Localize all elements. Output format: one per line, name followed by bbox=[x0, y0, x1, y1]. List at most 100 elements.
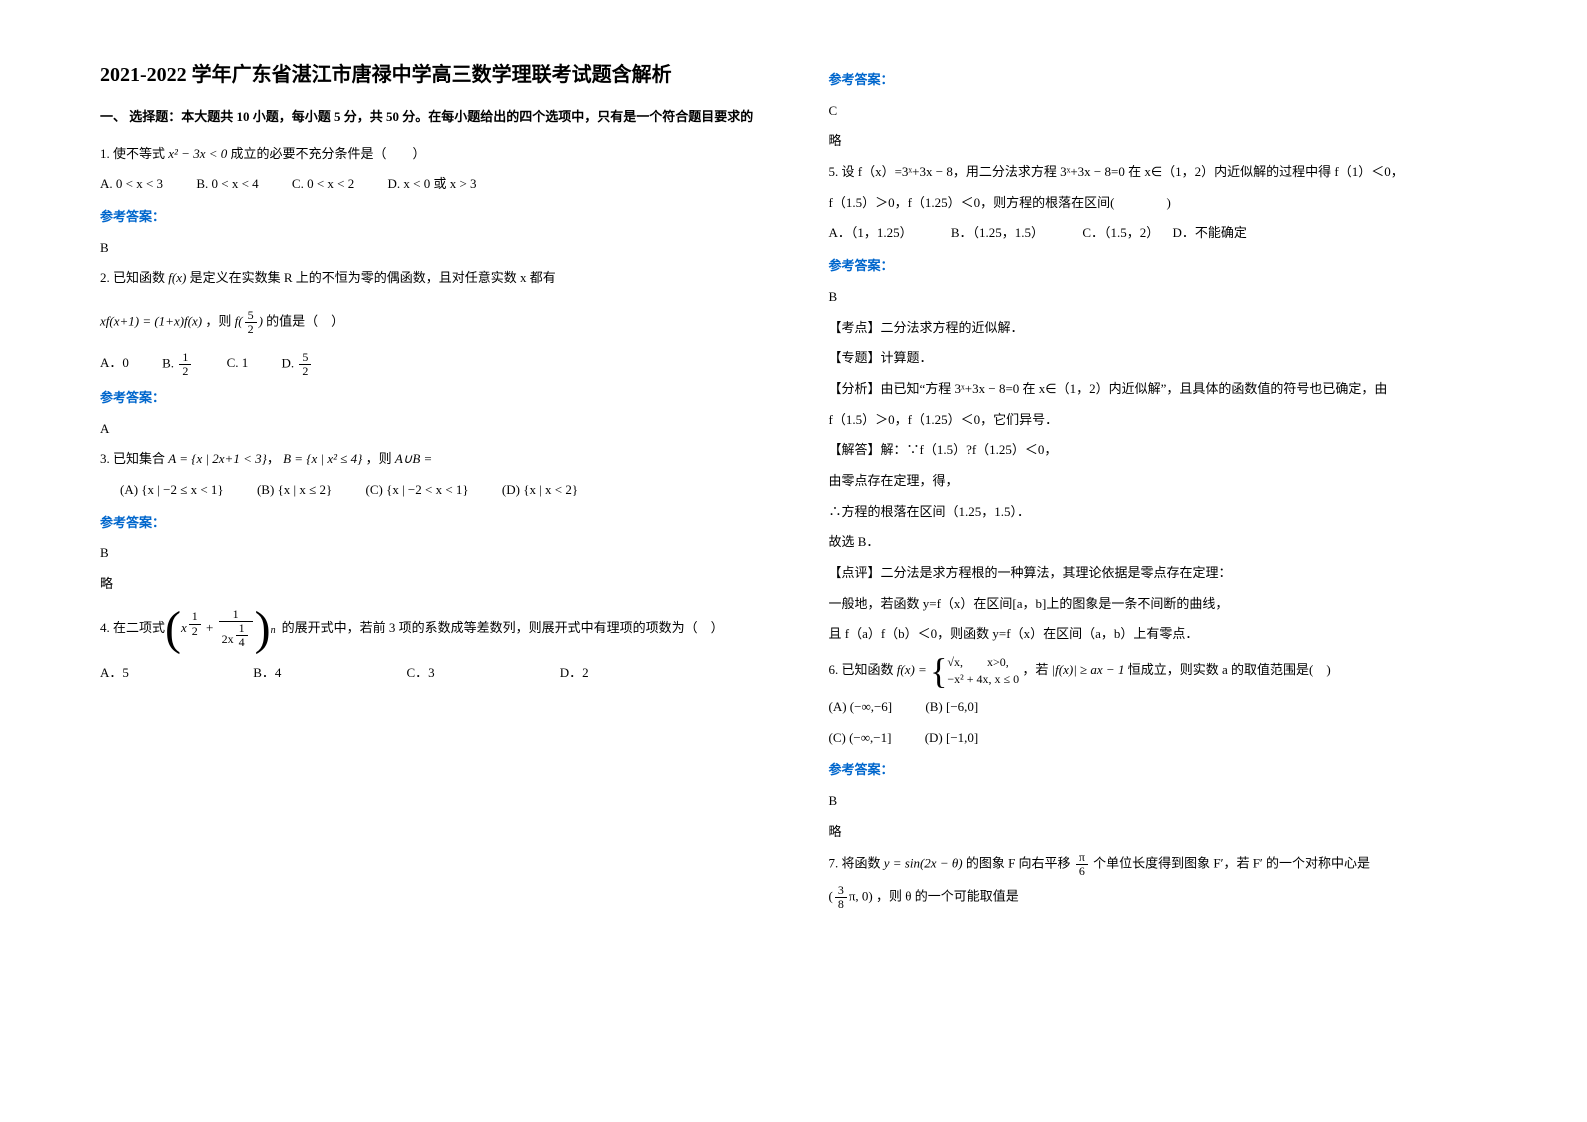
question-6: 6. 已知函数 f(x) = { √x, x>0, −x² + 4x, x ≤ … bbox=[829, 653, 1498, 689]
q3-optB: (B) {x | x ≤ 2} bbox=[257, 478, 332, 503]
q5-exp2: 【专题】计算题． bbox=[829, 346, 1498, 371]
section-1-heading: 一、 选择题：本大题共 10 小题，每小题 5 分，共 50 分。在每小题给出的… bbox=[100, 105, 769, 130]
q6-optA: (A) (−∞,−6] bbox=[829, 695, 893, 720]
q3-A: A = {x | 2x+1 < 3} bbox=[168, 451, 267, 466]
q3-union: A∪B = bbox=[395, 451, 432, 466]
q2-tail: 的值是（ ） bbox=[266, 314, 344, 329]
q4-optD: D．2 bbox=[560, 661, 710, 686]
q3-options: (A) {x | −2 ≤ x < 1} (B) {x | x ≤ 2} (C)… bbox=[100, 478, 769, 503]
q5-exp8: 【点评】二分法是求方程根的一种算法，其理论依据是零点存在定理： bbox=[829, 561, 1498, 586]
q7-stem-pre: 7. 将函数 bbox=[829, 855, 884, 870]
q5-line1: 5. 设 f（x）=3ˣ+3x − 8，用二分法求方程 3ˣ+3x − 8=0 … bbox=[829, 160, 1498, 185]
q5-optA: A．（1，1.25） bbox=[829, 221, 913, 246]
document-title: 2021-2022 学年广东省湛江市唐禄中学高三数学理联考试题含解析 bbox=[100, 60, 769, 90]
q4-brief: 略 bbox=[829, 129, 1498, 154]
q5-answer: B bbox=[829, 285, 1498, 310]
q5-exp1: 【考点】二分法求方程的近似解． bbox=[829, 316, 1498, 341]
q1-stem-post: 成立的必要不充分条件是（ ） bbox=[231, 146, 426, 161]
q6-fx-lhs: f(x) = bbox=[897, 662, 930, 677]
q7-tail: ，则 θ 的一个可能取值是 bbox=[876, 889, 1019, 904]
q1-answer: B bbox=[100, 236, 769, 261]
q7-shift: π6 bbox=[1076, 851, 1088, 878]
question-3: 3. 已知集合 A = {x | 2x+1 < 3}， B = {x | x² … bbox=[100, 447, 769, 472]
q4-optC: C．3 bbox=[407, 661, 557, 686]
q2-mid: ，则 bbox=[205, 314, 234, 329]
page-container: 2021-2022 学年广东省湛江市唐禄中学高三数学理联考试题含解析 一、 选择… bbox=[0, 0, 1587, 957]
q6-mid: ，若 bbox=[1022, 662, 1051, 677]
q2-optD: D. 52 bbox=[281, 351, 313, 378]
q7-y: y = sin(2x − θ) bbox=[884, 855, 963, 870]
q1-options: A. 0 < x < 3 B. 0 < x < 4 C. 0 < x < 2 D… bbox=[100, 172, 769, 197]
q5-exp10: 且 f（a）f（b）＜0，则函数 y=f（x）在区间（a，b）上有零点． bbox=[829, 622, 1498, 647]
q6-optD: (D) [−1,0] bbox=[925, 726, 979, 751]
q3-optD: (D) {x | x < 2} bbox=[502, 478, 578, 503]
q7-point-pre: ( bbox=[829, 889, 833, 904]
q6-brief: 略 bbox=[829, 820, 1498, 845]
right-paren-icon: ) bbox=[255, 605, 271, 653]
q2-answer-label: 参考答案： bbox=[100, 386, 769, 411]
q2-optB: B. 12 bbox=[162, 351, 193, 378]
q6-stem-pre: 6. 已知函数 bbox=[829, 662, 897, 677]
q1-answer-label: 参考答案： bbox=[100, 205, 769, 230]
q5-exp3b: f（1.5）＞0，f（1.25）＜0，它们异号． bbox=[829, 408, 1498, 433]
q5-exp5: 由零点存在定理，得， bbox=[829, 469, 1498, 494]
q6-options-row1: (A) (−∞,−6] (B) [−6,0] bbox=[829, 695, 1498, 720]
q2-answer: A bbox=[100, 417, 769, 442]
q2-eq: xf(x+1) = (1+x)f(x) bbox=[100, 314, 202, 329]
q7-mid1: 的图象 F 向右平移 bbox=[966, 855, 1074, 870]
q4-optA: A．5 bbox=[100, 661, 250, 686]
q5-exp7: 故选 B． bbox=[829, 530, 1498, 555]
q2-fx: f(x) bbox=[168, 270, 186, 285]
q6-optC: (C) (−∞,−1] bbox=[829, 726, 892, 751]
q5-optC: C．（1.5，2） bbox=[1082, 221, 1159, 246]
q2-stem-pre: 2. 已知函数 bbox=[100, 270, 168, 285]
brace-icon: { bbox=[930, 653, 947, 689]
q6-piece1: √x, x>0, bbox=[947, 654, 1019, 671]
q4-options: A．5 B．4 C．3 D．2 bbox=[100, 661, 769, 686]
q3-B: B = {x | x² ≤ 4} bbox=[283, 451, 362, 466]
q5-line2: f（1.5）＞0，f（1.25）＜0，则方程的根落在区间( ) bbox=[829, 191, 1498, 216]
q6-piecewise: { √x, x>0, −x² + 4x, x ≤ 0 bbox=[930, 653, 1019, 689]
q6-answer-label: 参考答案： bbox=[829, 758, 1498, 783]
q4-answer-label: 参考答案： bbox=[829, 68, 1498, 93]
q1-optA: A. 0 < x < 3 bbox=[100, 172, 163, 197]
q5-optB: B．（1.25，1.5） bbox=[951, 221, 1044, 246]
q6-options-row2: (C) (−∞,−1] (D) [−1,0] bbox=[829, 726, 1498, 751]
q3-stem-pre: 3. 已知集合 bbox=[100, 451, 168, 466]
q2-stem-post: 是定义在实数集 R 上的不恒为零的偶函数，且对任意实数 x 都有 bbox=[190, 270, 556, 285]
question-4: 4. 在二项式 ( x12 + 1 2x14 ) n 的展开式中，若前 3 项的… bbox=[100, 605, 769, 653]
q6-optB: (B) [−6,0] bbox=[925, 695, 978, 720]
q3-mid: ，则 bbox=[366, 451, 395, 466]
q7-pt-tail: π, 0) bbox=[849, 889, 873, 904]
q6-answer: B bbox=[829, 789, 1498, 814]
q5-exp3: 【分析】由已知“方程 3ˣ+3x − 8=0 在 x∈（1，2）内近似解”，且具… bbox=[829, 377, 1498, 402]
q2-optC: C. 1 bbox=[227, 351, 249, 376]
q2-frac: 52 bbox=[245, 309, 257, 336]
q3-optC: (C) {x | −2 < x < 1} bbox=[366, 478, 469, 503]
q7-pt-frac: 38 bbox=[835, 884, 847, 911]
q1-stem-pre: 1. 使不等式 bbox=[100, 146, 165, 161]
q3-answer-label: 参考答案： bbox=[100, 511, 769, 536]
q2-options: A．0 B. 12 C. 1 D. 52 bbox=[100, 351, 769, 378]
q1-expr: x² − 3x < 0 bbox=[168, 146, 227, 161]
q6-piece2: −x² + 4x, x ≤ 0 bbox=[947, 671, 1019, 688]
question-2-line2: xf(x+1) = (1+x)f(x) ，则 f(52) 的值是（ ） bbox=[100, 309, 769, 336]
q4-exp-n: n bbox=[271, 621, 276, 640]
q1-optD: D. x < 0 或 x > 3 bbox=[388, 172, 477, 197]
question-7: 7. 将函数 y = sin(2x − θ) 的图象 F 向右平移 π6 个单位… bbox=[829, 851, 1498, 878]
q3-brief: 略 bbox=[100, 572, 769, 597]
q1-optB: B. 0 < x < 4 bbox=[196, 172, 258, 197]
left-paren-icon: ( bbox=[165, 605, 181, 653]
q4-stem-post: 的展开式中，若前 3 项的系数成等差数列，则展开式中有理项的项数为（ ） bbox=[282, 616, 724, 641]
right-column: 参考答案： C 略 5. 设 f（x）=3ˣ+3x − 8，用二分法求方程 3ˣ… bbox=[829, 60, 1498, 917]
question-7b: (38π, 0) ，则 θ 的一个可能取值是 bbox=[829, 884, 1498, 911]
question-2-line1: 2. 已知函数 f(x) 是定义在实数集 R 上的不恒为零的偶函数，且对任意实数… bbox=[100, 266, 769, 291]
q6-post: 恒成立，则实数 a 的取值范围是( ) bbox=[1128, 662, 1331, 677]
q5-exp4: 【解答】解：∵f（1.5）?f（1.25）＜0， bbox=[829, 438, 1498, 463]
q5-exp9: 一般地，若函数 y=f（x）在区间[a，b]上的图象是一条不间断的曲线， bbox=[829, 592, 1498, 617]
left-column: 2021-2022 学年广东省湛江市唐禄中学高三数学理联考试题含解析 一、 选择… bbox=[100, 60, 769, 917]
q5-answer-label: 参考答案： bbox=[829, 254, 1498, 279]
q5-exp6: ∴方程的根落在区间（1.25，1.5）． bbox=[829, 500, 1498, 525]
q4-stem-pre: 4. 在二项式 bbox=[100, 616, 165, 641]
q5-optD: D．不能确定 bbox=[1172, 221, 1246, 246]
